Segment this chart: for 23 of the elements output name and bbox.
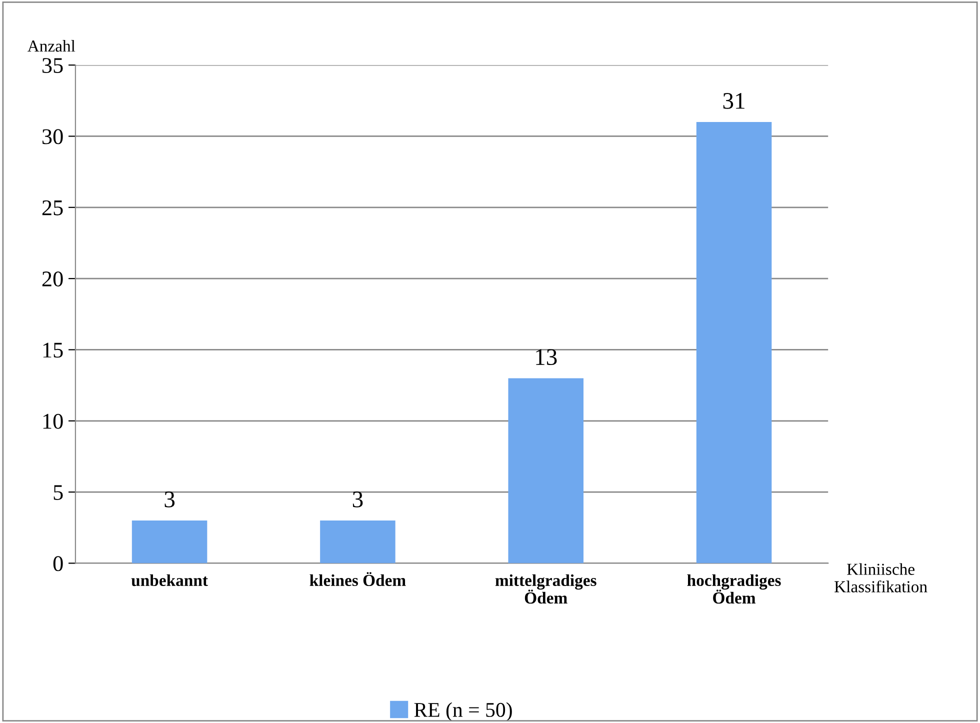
y-tick-label: 35	[42, 58, 63, 73]
x-axis-title: Kliniische Klassifikation	[834, 563, 928, 592]
y-tick-label: 5	[54, 485, 63, 500]
bar	[320, 520, 396, 564]
x-tick-label: kleines Ödem	[310, 572, 406, 586]
x-tick-label: hochgradiges Ödem	[687, 574, 781, 604]
y-tick-label: 20	[42, 271, 63, 286]
bar	[696, 122, 772, 564]
y-tick-label: 0	[53, 556, 63, 572]
y-axis-title: Anzahl	[27, 40, 76, 52]
bar	[132, 520, 208, 564]
x-tick-label: unbekannt	[131, 574, 208, 586]
x-tick-label: mittelgradiges Ödem	[495, 574, 596, 604]
y-tick-label: 15	[43, 342, 63, 358]
data-label: 3	[352, 492, 363, 508]
y-tick-label: 30	[42, 129, 63, 144]
legend-label: RE (n = 50)	[414, 702, 512, 722]
y-tick-label: 25	[42, 200, 63, 216]
bar	[508, 378, 584, 564]
data-label: 3	[164, 492, 175, 508]
data-label: 13	[536, 349, 557, 366]
data-label: 31	[723, 93, 744, 109]
y-tick-label: 10	[43, 414, 63, 429]
